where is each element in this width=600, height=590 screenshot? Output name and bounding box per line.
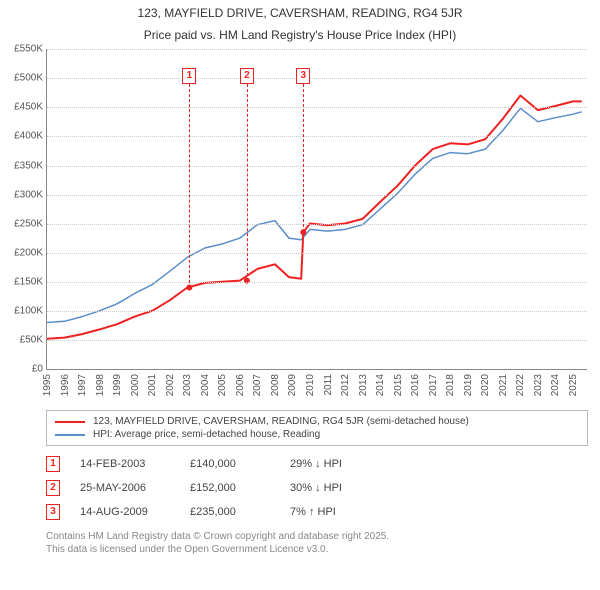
plot-area: £0£50K£100K£150K£200K£250K£300K£350K£400… bbox=[46, 49, 587, 370]
x-tick-label: 2009 bbox=[287, 374, 298, 396]
x-tick-label: 2010 bbox=[305, 374, 316, 396]
x-tick-label: 2019 bbox=[463, 374, 474, 396]
x-tick-label: 2007 bbox=[252, 374, 263, 396]
y-tick-label: £550K bbox=[14, 44, 47, 55]
gridline bbox=[47, 78, 587, 79]
x-tick-label: 1995 bbox=[42, 374, 53, 396]
footer-line-2: This data is licensed under the Open Gov… bbox=[46, 543, 588, 556]
y-tick-label: £450K bbox=[14, 102, 47, 113]
x-tick-label: 2013 bbox=[358, 374, 369, 396]
x-tick-label: 2016 bbox=[410, 374, 421, 396]
gridline bbox=[47, 107, 587, 108]
legend-row: HPI: Average price, semi-detached house,… bbox=[55, 428, 579, 441]
x-tick-label: 2011 bbox=[323, 374, 334, 396]
x-tick-label: 2012 bbox=[340, 374, 351, 396]
x-tick-label: 2002 bbox=[165, 374, 176, 396]
chart-container: 123, MAYFIELD DRIVE, CAVERSHAM, READING,… bbox=[0, 0, 600, 556]
footer-attribution: Contains HM Land Registry data © Crown c… bbox=[46, 530, 588, 556]
x-tick-label: 2000 bbox=[130, 374, 141, 396]
gridline bbox=[47, 166, 587, 167]
event-date: 14-AUG-2009 bbox=[80, 506, 190, 518]
x-tick-label: 2015 bbox=[393, 374, 404, 396]
x-tick-label: 2021 bbox=[498, 374, 509, 396]
y-tick-label: £350K bbox=[14, 160, 47, 171]
x-tick-label: 2018 bbox=[445, 374, 456, 396]
x-tick-label: 2024 bbox=[550, 374, 561, 396]
y-tick-label: £100K bbox=[14, 306, 47, 317]
x-tick-label: 1999 bbox=[112, 374, 123, 396]
event-marker-2: 2 bbox=[46, 480, 60, 496]
chart-marker-line bbox=[189, 84, 190, 287]
line-series-svg bbox=[47, 49, 587, 369]
event-row: 1 14-FEB-2003£140,00029% ↓ HPI bbox=[46, 452, 588, 476]
y-tick-label: £500K bbox=[14, 73, 47, 84]
events-table: 1 14-FEB-2003£140,00029% ↓ HPI 2 25-MAY-200… bbox=[46, 452, 588, 524]
event-price: £140,000 bbox=[190, 458, 290, 470]
x-tick-label: 1997 bbox=[77, 374, 88, 396]
y-tick-label: £200K bbox=[14, 247, 47, 258]
gridline bbox=[47, 136, 587, 137]
event-delta: 30% ↓ HPI bbox=[290, 482, 400, 494]
x-tick-label: 2005 bbox=[217, 374, 228, 396]
gridline bbox=[47, 311, 587, 312]
x-axis-ticks: 1995199619971998199920002001200220032004… bbox=[46, 370, 586, 402]
legend-box: 123, MAYFIELD DRIVE, CAVERSHAM, READING,… bbox=[46, 410, 588, 446]
x-tick-label: 2001 bbox=[147, 374, 158, 396]
x-tick-label: 2020 bbox=[480, 374, 491, 396]
x-tick-label: 2004 bbox=[200, 374, 211, 396]
plot-wrap: £0£50K£100K£150K£200K£250K£300K£350K£400… bbox=[46, 49, 588, 402]
gridline bbox=[47, 49, 587, 50]
event-row: 3 14-AUG-2009£235,0007% ↑ HPI bbox=[46, 500, 588, 524]
x-tick-label: 2014 bbox=[375, 374, 386, 396]
event-marker-3: 3 bbox=[46, 504, 60, 520]
legend-row: 123, MAYFIELD DRIVE, CAVERSHAM, READING,… bbox=[55, 415, 579, 428]
chart-title-1: 123, MAYFIELD DRIVE, CAVERSHAM, READING,… bbox=[0, 0, 600, 22]
x-tick-label: 2008 bbox=[270, 374, 281, 396]
gridline bbox=[47, 224, 587, 225]
gridline bbox=[47, 253, 587, 254]
x-tick-label: 2017 bbox=[428, 374, 439, 396]
event-row: 2 25-MAY-2006£152,00030% ↓ HPI bbox=[46, 476, 588, 500]
y-tick-label: £50K bbox=[20, 335, 47, 346]
event-delta: 29% ↓ HPI bbox=[290, 458, 400, 470]
y-tick-label: £250K bbox=[14, 218, 47, 229]
event-delta: 7% ↑ HPI bbox=[290, 506, 400, 518]
event-date: 25-MAY-2006 bbox=[80, 482, 190, 494]
legend-swatch bbox=[55, 434, 85, 436]
y-tick-label: £300K bbox=[14, 189, 47, 200]
x-tick-label: 2003 bbox=[182, 374, 193, 396]
gridline bbox=[47, 195, 587, 196]
event-price: £235,000 bbox=[190, 506, 290, 518]
event-date: 14-FEB-2003 bbox=[80, 458, 190, 470]
x-tick-label: 1996 bbox=[60, 374, 71, 396]
x-tick-label: 1998 bbox=[95, 374, 106, 396]
series-hpi bbox=[47, 108, 582, 322]
x-tick-label: 2023 bbox=[533, 374, 544, 396]
chart-marker-1: 1 bbox=[182, 68, 196, 84]
chart-marker-line bbox=[303, 84, 304, 232]
chart-marker-line bbox=[247, 84, 248, 280]
chart-marker-2: 2 bbox=[240, 68, 254, 84]
gridline bbox=[47, 340, 587, 341]
gridline bbox=[47, 282, 587, 283]
event-price: £152,000 bbox=[190, 482, 290, 494]
chart-title-2: Price paid vs. HM Land Registry's House … bbox=[0, 22, 600, 44]
legend-label: 123, MAYFIELD DRIVE, CAVERSHAM, READING,… bbox=[93, 416, 469, 427]
y-tick-label: £150K bbox=[14, 276, 47, 287]
event-marker-1: 1 bbox=[46, 456, 60, 472]
legend-swatch bbox=[55, 421, 85, 423]
footer-line-1: Contains HM Land Registry data © Crown c… bbox=[46, 530, 588, 543]
legend-label: HPI: Average price, semi-detached house,… bbox=[93, 429, 320, 440]
y-tick-label: £400K bbox=[14, 131, 47, 142]
chart-marker-3: 3 bbox=[296, 68, 310, 84]
x-tick-label: 2025 bbox=[568, 374, 579, 396]
x-tick-label: 2022 bbox=[515, 374, 526, 396]
x-tick-label: 2006 bbox=[235, 374, 246, 396]
